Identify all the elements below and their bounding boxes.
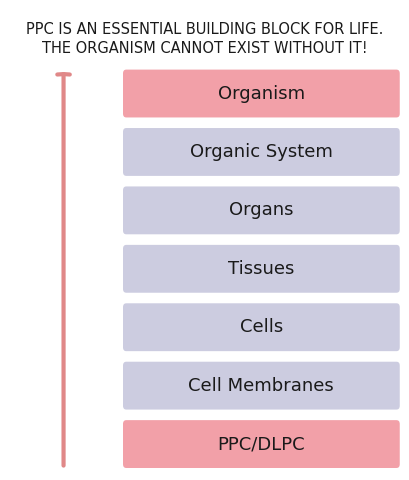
FancyBboxPatch shape bbox=[123, 128, 399, 176]
Text: PPC IS AN ESSENTIAL BUILDING BLOCK FOR LIFE.
THE ORGANISM CANNOT EXIST WITHOUT I: PPC IS AN ESSENTIAL BUILDING BLOCK FOR L… bbox=[26, 22, 383, 57]
Text: Organic System: Organic System bbox=[189, 143, 332, 161]
Text: Tissues: Tissues bbox=[228, 260, 294, 278]
FancyBboxPatch shape bbox=[123, 303, 399, 351]
Text: Cell Membranes: Cell Membranes bbox=[188, 377, 333, 395]
Text: Cells: Cells bbox=[239, 318, 282, 336]
FancyBboxPatch shape bbox=[123, 420, 399, 468]
FancyBboxPatch shape bbox=[123, 186, 399, 234]
FancyBboxPatch shape bbox=[123, 70, 399, 118]
FancyBboxPatch shape bbox=[123, 245, 399, 293]
FancyBboxPatch shape bbox=[123, 362, 399, 409]
Text: Organs: Organs bbox=[229, 202, 293, 219]
Text: PPC/DLPC: PPC/DLPC bbox=[217, 435, 304, 453]
Text: Organism: Organism bbox=[217, 84, 304, 103]
